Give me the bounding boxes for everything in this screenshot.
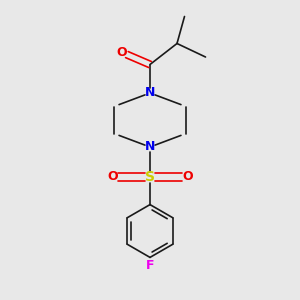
Text: F: F <box>146 259 154 272</box>
Text: O: O <box>182 170 193 184</box>
Text: S: S <box>145 170 155 184</box>
Text: N: N <box>145 86 155 100</box>
Text: N: N <box>145 140 155 154</box>
Text: O: O <box>107 170 118 184</box>
Text: O: O <box>116 46 127 59</box>
